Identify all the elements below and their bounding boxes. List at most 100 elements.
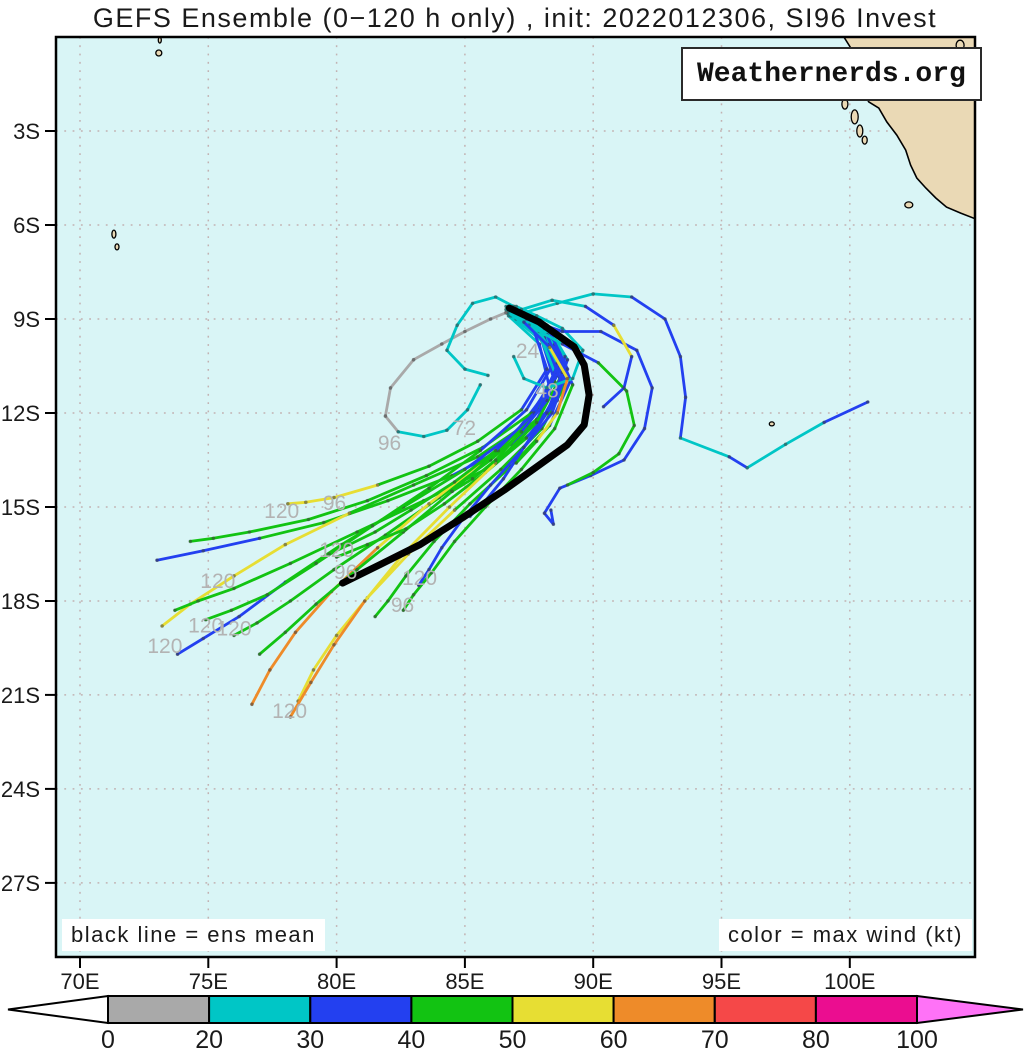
hour-label: 120 [402,567,437,590]
hour-label: 96 [323,492,346,515]
track-point [268,668,272,672]
track-point [447,505,452,509]
track-point [386,599,390,603]
track-point [283,630,288,635]
track-point [504,310,508,315]
track-point [591,292,595,296]
track-point [422,434,426,439]
track-point [596,361,601,365]
ocean-background [56,37,975,957]
track-point [727,455,731,459]
track-point [232,633,236,638]
colorbar-tick-label: 100 [896,1026,938,1054]
track-segment [450,430,523,493]
track-point [552,426,557,431]
y-axis-tick-label: 3S [13,119,40,144]
track-point [309,680,313,685]
track-point [632,423,637,428]
track-point [583,304,588,309]
track-point [519,467,524,472]
x-axis-tick-label: 75E [189,969,228,994]
track-point [522,376,526,381]
x-axis-tick-label: 85E [445,969,484,994]
hour-label: 48 [535,379,558,402]
track-point [365,542,370,547]
track-point [293,630,298,635]
track-point [229,608,234,613]
track-point [334,633,339,638]
track-point [599,329,603,334]
track-point [427,486,431,491]
track-segment [384,311,508,434]
track-point [188,539,193,544]
track-point [683,395,688,400]
track-segment [176,580,287,656]
track-point [347,542,352,547]
y-axis-tick-label: 18S [1,589,40,614]
track-point [468,502,472,506]
track-point [486,373,490,378]
track-segment [363,461,498,603]
track-point [499,467,503,472]
track-point [501,477,506,481]
track-point [440,545,444,550]
track-point [411,483,416,487]
track-point [401,608,406,613]
track-point [534,439,539,444]
track-point [514,461,518,465]
track-point [332,643,336,647]
track-point [265,592,270,597]
watermark-box: Weathernerds.org [681,47,982,101]
track-point [445,428,449,433]
island [114,243,120,251]
ensemble-mean-track [339,304,593,587]
track-point [232,574,236,578]
track-point [783,442,788,447]
island [768,421,775,427]
track-point [452,508,457,512]
track-point [370,524,375,528]
colorbar-tick-label: 60 [600,1026,628,1054]
track-point [488,483,493,487]
track-point [355,530,359,534]
track-point [549,508,553,512]
track-point [201,549,205,553]
track-segment [727,455,749,470]
track-point [581,348,585,353]
track-point [565,367,570,371]
track-point [463,467,467,472]
track-segment [401,383,575,612]
colorbar-segment [713,995,817,1024]
track-segment [612,323,634,358]
track-point [678,354,683,359]
track-point [622,458,626,462]
track-point [488,317,493,321]
track-point [201,636,205,641]
track-point [404,527,408,531]
track-point [257,652,262,656]
track-segment [514,439,539,465]
colorbar-segment [612,995,716,1024]
track-point [288,715,293,719]
track-point [416,583,421,588]
track-point [545,386,549,390]
y-axis-tick-label: 15S [1,495,40,520]
track-point [442,502,447,506]
hour-label: 120 [200,570,235,593]
track-point [383,414,388,418]
track-point [388,386,393,390]
track-point [545,398,549,403]
hour-label: 120 [147,635,182,658]
track-point [396,430,401,434]
track-point [560,326,565,331]
track-point [332,567,336,572]
track-segment [512,305,585,390]
track-segment [566,361,636,487]
track-point [866,400,870,404]
island [856,124,864,138]
track-segment [679,436,731,459]
track-point [237,614,241,619]
track-point [450,489,454,494]
track-segment [822,400,870,424]
track-point [545,367,549,371]
